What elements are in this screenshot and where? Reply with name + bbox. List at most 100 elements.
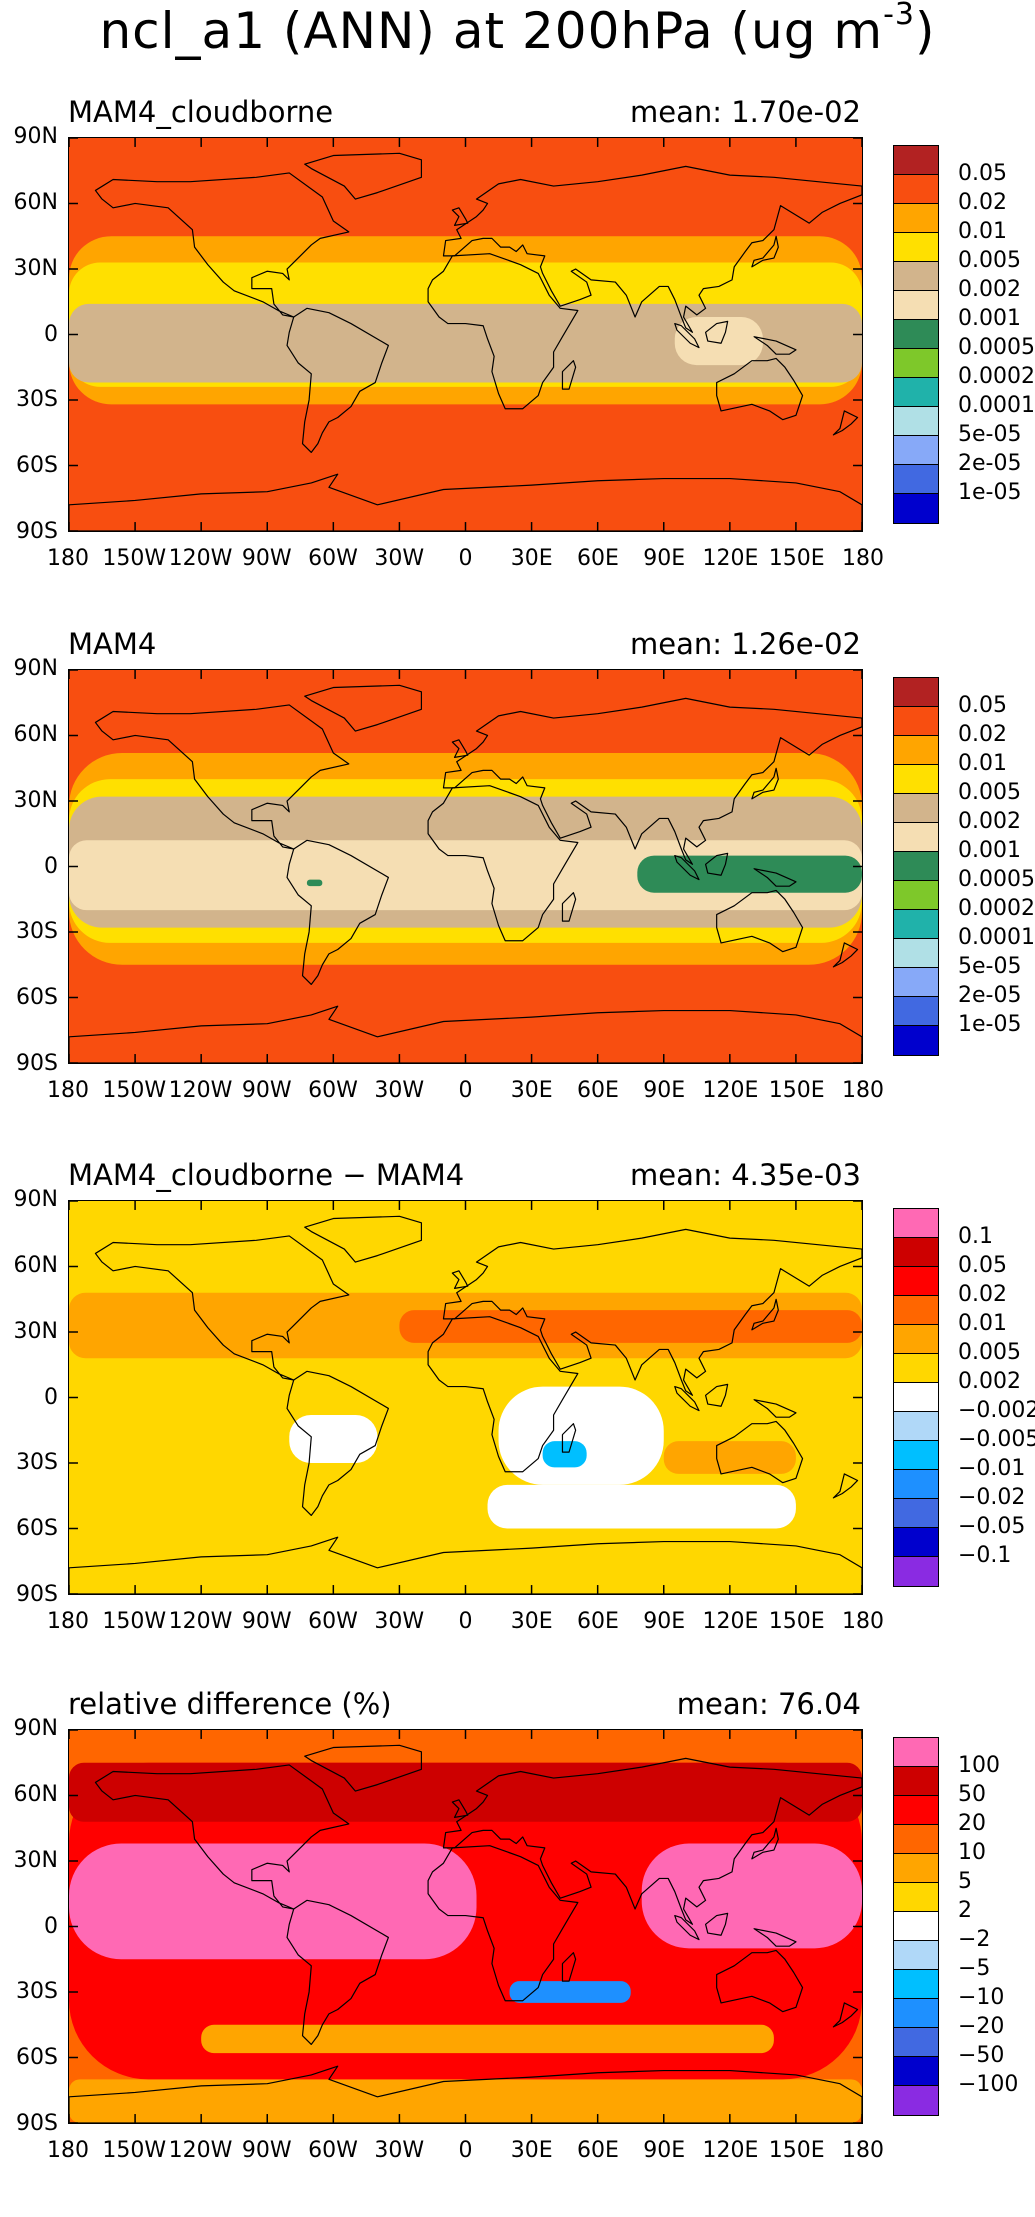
colorbar-swatch bbox=[894, 1026, 938, 1055]
lat-tick-label: 60N bbox=[13, 189, 58, 215]
colorbar-swatch bbox=[894, 939, 938, 968]
panel-title: relative difference (%) bbox=[68, 1687, 392, 1721]
lon-tick-label: 30E bbox=[510, 546, 553, 571]
colorbar-label: 0.02 bbox=[958, 722, 1007, 747]
lon-tick-label: 120W bbox=[168, 1609, 233, 1634]
colorbar-swatch bbox=[894, 204, 938, 233]
colorbar-label: −0.005 bbox=[958, 1427, 1035, 1452]
coastline-madagascar bbox=[561, 1952, 577, 1982]
coastline-australia bbox=[716, 1420, 804, 1484]
colorbar-label: −2 bbox=[958, 1927, 991, 1952]
field-background bbox=[69, 1201, 862, 1594]
coastline-madagascar bbox=[561, 892, 577, 922]
contour-band bbox=[289, 1414, 378, 1463]
contour-field bbox=[69, 1730, 862, 2123]
colorbar-label: −5 bbox=[958, 1956, 991, 1981]
colorbar-label: −20 bbox=[958, 2014, 1005, 2039]
lon-tick-label: 90W bbox=[241, 546, 292, 571]
colorbar-swatch bbox=[894, 465, 938, 494]
lat-tick-label: 0 bbox=[44, 321, 58, 347]
colorbar-label: 5 bbox=[958, 1869, 972, 1894]
lon-tick-label: 180 bbox=[47, 546, 89, 571]
coastline-sumatra bbox=[674, 1385, 700, 1412]
coastline-borneo bbox=[704, 852, 729, 876]
contour-band bbox=[663, 1441, 796, 1474]
lon-tick-label: 60E bbox=[577, 2138, 619, 2163]
contour-band bbox=[542, 1441, 587, 1468]
lon-tick-label: 60W bbox=[308, 546, 358, 571]
panel-title: MAM4 bbox=[68, 627, 157, 661]
colorbar-swatch bbox=[894, 1767, 938, 1796]
contour-band bbox=[637, 855, 862, 893]
lat-tick-label: 60N bbox=[13, 1252, 58, 1278]
colorbar-label: 0.01 bbox=[958, 751, 1007, 776]
lat-tick-label: 60N bbox=[13, 721, 58, 747]
coastline-antarctica bbox=[69, 1005, 862, 1063]
contour-band bbox=[487, 1484, 796, 1529]
coastline-south-america bbox=[286, 1899, 389, 2045]
colorbar-label: 1e-05 bbox=[958, 480, 1022, 505]
colorbar-label: 0.05 bbox=[958, 1253, 1007, 1278]
contour-band bbox=[201, 2024, 774, 2054]
lon-tick-label: 90W bbox=[241, 1609, 292, 1634]
map-panel: MAM4_cloudborne − MAM4 mean: 4.35e-03 90N 6… bbox=[0, 1158, 1035, 1688]
coastline-south-america bbox=[286, 839, 389, 985]
coastline-new-guinea bbox=[753, 1928, 797, 1947]
coastline-borneo bbox=[704, 1383, 729, 1407]
colorbar-label: 0.005 bbox=[958, 248, 1021, 273]
colorbar bbox=[893, 145, 939, 524]
coastline-great-britain bbox=[451, 739, 469, 758]
coastline-new-guinea bbox=[753, 1399, 797, 1418]
coastline-antarctica bbox=[69, 2065, 862, 2123]
lon-tick-label: 0 bbox=[458, 2138, 473, 2163]
colorbar-swatch bbox=[894, 1412, 938, 1441]
colorbar-swatch bbox=[894, 968, 938, 997]
coastline-antarctica bbox=[69, 473, 862, 531]
colorbar-label: 2 bbox=[958, 1898, 972, 1923]
contour-band bbox=[641, 1843, 862, 1949]
colorbar bbox=[893, 1208, 939, 1587]
lon-tick-label: 120W bbox=[168, 1078, 233, 1103]
coastline-madagascar bbox=[561, 1423, 577, 1453]
colorbar-label: 1e-05 bbox=[958, 1012, 1022, 1037]
lon-tick-label: 180 bbox=[47, 1609, 89, 1634]
lat-tick-label: 90N bbox=[13, 124, 58, 149]
contour-band bbox=[69, 1843, 477, 1960]
panel-mean: mean: 1.70e-02 bbox=[629, 95, 861, 129]
lon-tick-label: 90E bbox=[643, 2138, 686, 2163]
lon-tick-label: 30W bbox=[374, 546, 425, 571]
colorbar-swatch bbox=[894, 1912, 938, 1941]
colorbar bbox=[893, 677, 939, 1056]
colorbar-swatch bbox=[894, 320, 938, 349]
coastline-great-britain bbox=[451, 1799, 469, 1818]
colorbar-label: −0.002 bbox=[958, 1398, 1035, 1423]
panel-mean: mean: 76.04 bbox=[676, 1687, 861, 1721]
coastline-japan bbox=[751, 767, 779, 800]
lat-tick-label: 30S bbox=[16, 919, 58, 945]
coastline-great-britain bbox=[451, 207, 469, 226]
contour-field bbox=[69, 670, 862, 1063]
lon-tick-label: 30W bbox=[374, 1078, 425, 1103]
panel-mean: mean: 1.26e-02 bbox=[629, 627, 861, 661]
lon-tick-label: 120E bbox=[702, 546, 759, 571]
colorbar-swatch bbox=[894, 1825, 938, 1854]
colorbar-label: 0.02 bbox=[958, 190, 1007, 215]
contour-band bbox=[509, 1981, 631, 2003]
lon-tick-label: 60E bbox=[577, 1078, 619, 1103]
lon-tick-label: 120E bbox=[702, 1609, 759, 1634]
coastline-japan bbox=[751, 1827, 779, 1860]
coastline-greenland bbox=[304, 152, 423, 200]
colorbar-label: 0.01 bbox=[958, 219, 1007, 244]
colorbar-swatch bbox=[894, 1499, 938, 1528]
coastline-greenland bbox=[304, 1215, 423, 1263]
colorbar-label: −0.1 bbox=[958, 1543, 1012, 1568]
map-panel: MAM4 mean: 1.26e-02 90N 60N 30N 0 30S 60S 90S 180… bbox=[0, 627, 1035, 1157]
coastline-south-america bbox=[286, 1370, 389, 1516]
colorbar-label: 0.0002 bbox=[958, 896, 1035, 921]
colorbar-label: 0.002 bbox=[958, 809, 1021, 834]
colorbar-swatch bbox=[894, 233, 938, 262]
colorbar-label: 20 bbox=[958, 1811, 986, 1836]
lat-tick-label: 30N bbox=[13, 255, 58, 281]
coastline-madagascar bbox=[561, 360, 577, 390]
colorbar-swatch bbox=[894, 407, 938, 436]
